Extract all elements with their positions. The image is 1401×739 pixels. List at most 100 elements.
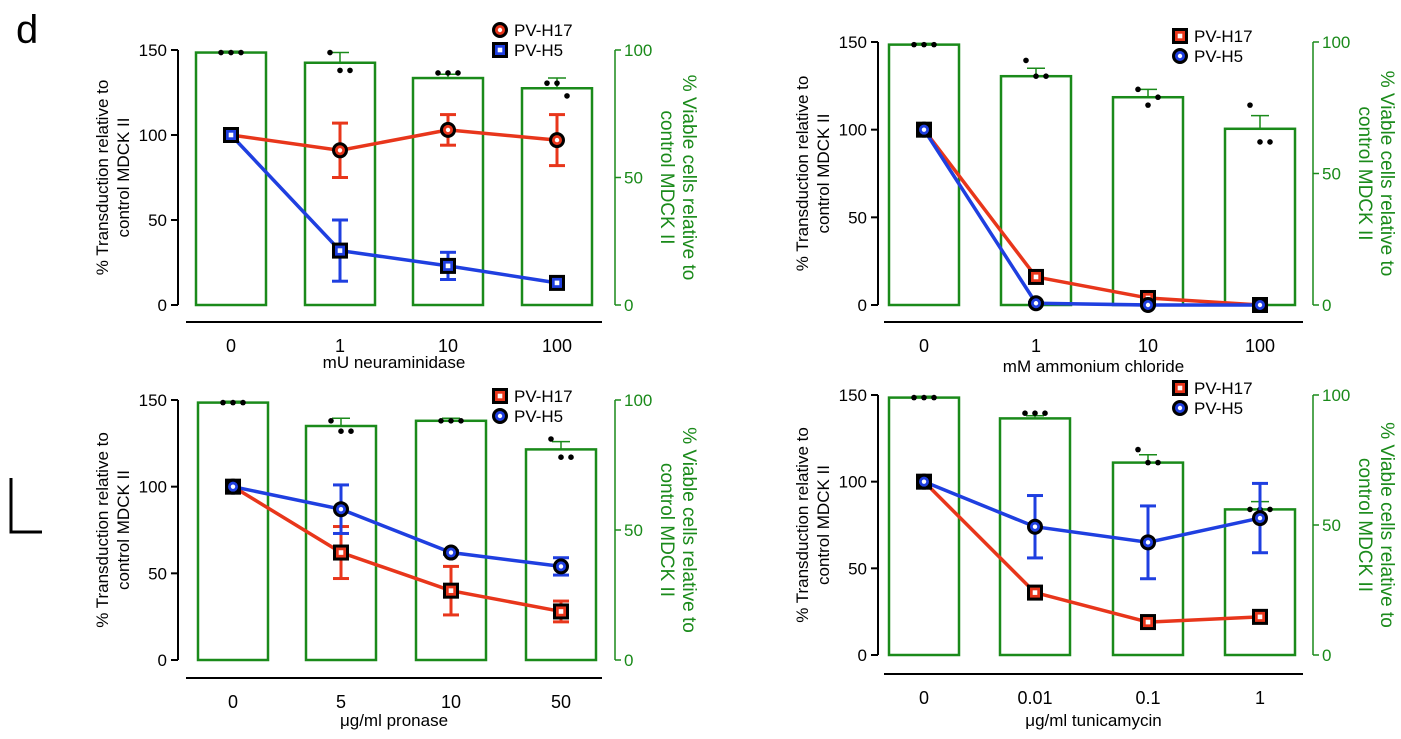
viability-point [1155,459,1161,466]
viability-point [931,41,937,48]
viability-point [455,70,461,76]
series-line-pv-h17 [922,480,1261,624]
series-line-pv-h17 [232,485,562,614]
left-tick-label: 0 [158,296,167,315]
right-axis-label-line: % Viable cells relative to [678,75,699,281]
left-axis-label: % Transduction relative to control MDCK I… [93,432,133,628]
series-point-pv-h17-center [558,609,564,614]
right-axis-label: % Viable cells relative tocontrol MDCK I… [656,75,699,281]
series-line-pv-h5 [923,480,1261,545]
series-line-pv-h17 [922,128,1261,307]
x-tick-label: 100 [542,336,572,356]
x-axis-label: mU neuraminidase [323,353,466,372]
viability-point [544,80,550,86]
series-line-pv-h17 [230,128,558,153]
viability-point [1135,446,1141,453]
left-axis-label-line: % Transduction relative to [793,76,812,272]
legend-label: PV-H5 [1194,399,1243,418]
viability-point [1155,94,1161,101]
viability-point [1042,410,1048,417]
left-axis-label-line: control MDCK II [114,470,133,590]
right-tick-label: 0 [624,651,633,670]
x-axis-label: μg/ml tunicamycin [1025,711,1161,730]
viability-point [338,428,344,435]
left-axis-label: % Transduction relative to control MDCK I… [793,76,833,272]
right-axis-label-line: control MDCK II [656,463,677,597]
x-tick-label: 0 [226,336,236,356]
legend-marker-center [1177,385,1183,391]
viability-bar [887,396,961,657]
viability-point [347,67,353,74]
right-axis-label-line: control MDCK II [1354,106,1375,240]
right-axis-label-line: % Viable cells relative to [1376,71,1397,277]
series-point-pv-h5-center [1257,302,1263,308]
series-point-pv-h17-center [1032,590,1038,595]
right-tick-label: 0 [1322,646,1331,665]
left-axis-label-line: % Transduction relative to [93,432,112,628]
series-point-pv-h5-center [338,507,344,512]
viability-point [548,436,554,442]
legend-marker-center [1177,405,1183,411]
legend-marker-center [497,27,503,33]
left-tick-label: 100 [139,126,167,145]
viability-point [438,418,444,424]
x-tick-label: 0 [919,688,929,708]
right-axis-label-line: % Viable cells relative to [678,427,699,633]
legend-label: PV-H5 [514,407,563,426]
left-axis-label-line: % Transduction relative to [793,427,812,623]
x-tick-label: 0 [228,692,238,712]
series-point-pv-h17-center [338,550,344,555]
left-tick-label: 50 [148,564,167,583]
x-tick-label: 0.01 [1017,688,1052,708]
right-tick-label: 0 [624,296,633,315]
left-tick-label: 150 [839,386,867,405]
viability-point [230,399,236,406]
viability-point [558,454,564,461]
series-line-pv-h5 [232,484,562,569]
viability-point [931,394,937,401]
viability-point [911,394,917,401]
x-tick-label: 10 [438,336,458,356]
left-tick-label: 50 [848,559,867,578]
legend-marker-center [497,393,503,399]
legend-marker-center [497,413,503,419]
left-tick-label: 150 [139,391,167,410]
x-tick-label: 0.1 [1135,688,1160,708]
series-point-pv-h5-center [554,280,560,286]
left-tick-label: 0 [858,646,867,665]
viability-point [1033,73,1039,79]
right-axis-label-line: % Viable cells relative to [1376,422,1397,628]
right-tick-label: 50 [624,169,643,188]
right-tick-label: 100 [624,41,652,60]
viability-point [1267,139,1273,145]
series-point-pv-h5-center [921,127,927,132]
left-axis-label-line: control MDCK II [814,465,833,585]
series-point-pv-h5-center [445,263,451,269]
series-point-pv-h5-center [921,479,927,484]
series-point-pv-h5-center [558,564,564,569]
viability-point [554,80,560,86]
x-tick-label: 0 [919,336,929,356]
series-point-pv-h17-center [445,127,451,133]
left-tick-label: 100 [839,121,867,140]
legend-marker-center [1177,53,1183,59]
legend-label: PV-H17 [1194,379,1253,398]
left-axis-label: % Transduction relative to control MDCK I… [793,427,833,623]
left-tick-label: 100 [839,473,867,492]
panel-letter: d [16,8,39,52]
left-tick-label: 0 [158,651,167,670]
viability-point [1247,102,1253,108]
cropped-panel-fragment [9,478,42,534]
viability-point [238,49,244,56]
viability-point [218,49,224,56]
series-point-pv-h5-center [228,132,234,138]
series-line-pv-h5 [922,128,1260,307]
series-point-pv-h17-center [448,588,454,593]
left-axis-label-line: % Transduction relative to [93,80,112,276]
right-tick-label: 100 [624,391,652,410]
x-tick-label: 1 [335,336,345,356]
legend-label: PV-H5 [514,41,563,60]
left-tick-label: 0 [858,296,867,315]
viability-point [458,418,464,424]
